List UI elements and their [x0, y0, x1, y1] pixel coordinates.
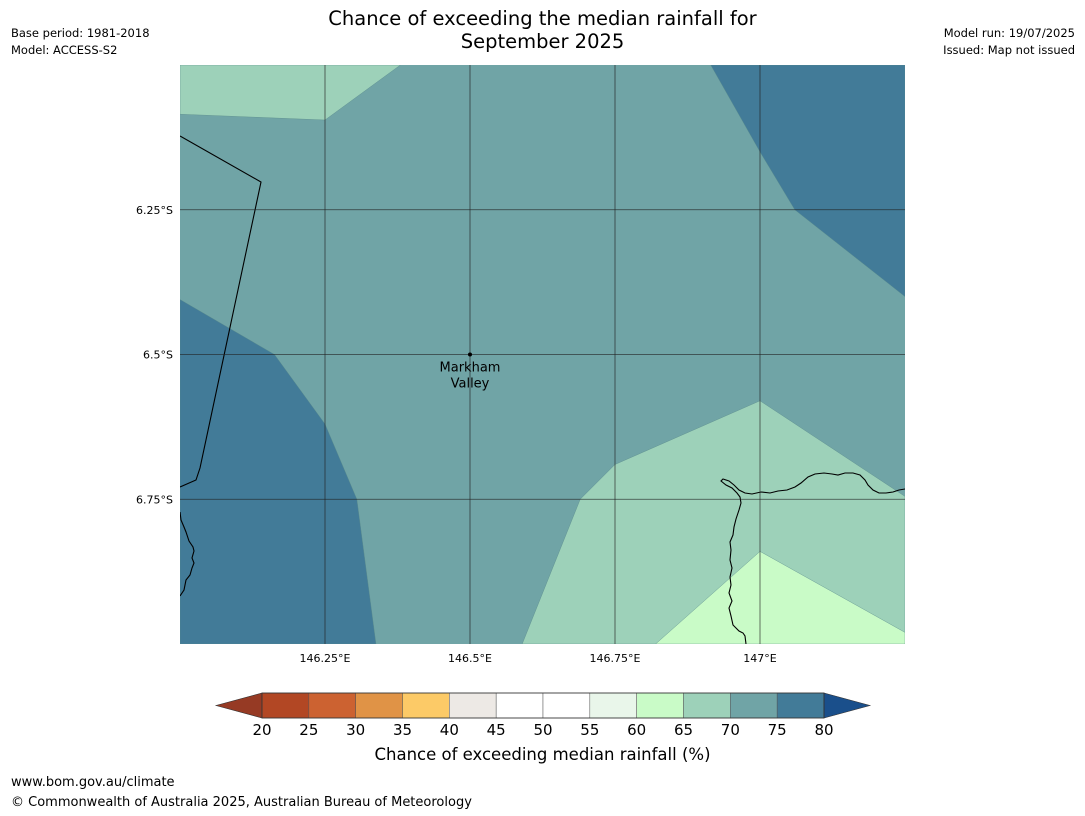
colorbar-cell-30-35 [355, 692, 403, 719]
colorbar-tick-label: 30 [346, 721, 365, 739]
run-info: Model run: 19/07/2025 Issued: Map not is… [943, 25, 1075, 59]
place-label-line-1: Markham [440, 361, 501, 376]
title-line-1: Chance of exceeding the median rainfall … [328, 7, 757, 30]
colorbar-cell-70-75 [730, 692, 778, 719]
title-line-2: September 2025 [460, 30, 625, 53]
colorbar-cell-20-25 [261, 692, 310, 719]
longitude-tick-label: 146.25°E [300, 652, 351, 665]
colorbar-tick-label: 60 [627, 721, 646, 739]
model-run-date: Model run: 19/07/2025 [943, 26, 1075, 40]
colorbar-tick-label: 40 [440, 721, 459, 739]
colorbar-label: Chance of exceeding median rainfall (%) [374, 745, 711, 764]
colorbar-tick-label: 45 [487, 721, 506, 739]
contour-band-60-65 [655, 551, 905, 644]
colorbar-tick-label: 25 [299, 721, 318, 739]
markham-valley-marker [468, 352, 472, 357]
bom-climate-link[interactable]: www.bom.gov.au/climate [11, 775, 175, 790]
colorbar-outline [261, 692, 825, 719]
provincial-boundary [180, 135, 262, 488]
coastline-southeast [720, 472, 905, 644]
model-name: Model: ACCESS-S2 [11, 43, 118, 57]
latitude-tick-label: 6.25°S [136, 204, 173, 217]
latitude-tick-label: 6.75°S [136, 493, 173, 506]
issue-status: Issued: Map not issued [943, 43, 1075, 57]
coastline [180, 135, 905, 644]
contour-band-75-80 [710, 65, 905, 297]
latitude-tick-label: 6.5°S [143, 349, 173, 362]
colorbar-cell-45-50 [495, 692, 544, 719]
colorbar-over-arrow [823, 692, 872, 719]
colorbar-tick-label: 70 [721, 721, 740, 739]
coastline-southwest [180, 511, 195, 597]
longitude-tick-label: 146.75°E [590, 652, 641, 665]
colorbar-cell-65-70 [683, 692, 731, 719]
map-area[interactable]: Markham Valley [180, 65, 905, 644]
colorbar-cell-35-40 [402, 692, 450, 719]
colorbar-cell-40-45 [449, 692, 497, 719]
colorbar-cell-25-30 [308, 692, 356, 719]
map-title: Chance of exceeding the median rainfall … [200, 7, 885, 53]
colorbar-cell-55-60 [589, 692, 637, 719]
model-info: Base period: 1981-2018 Model: ACCESS-S2 [11, 25, 150, 59]
colorbar-tick-label: 80 [814, 721, 833, 739]
longitude-tick-label: 147°E [743, 652, 776, 665]
colorbar-tick-label: 55 [580, 721, 599, 739]
base-period: Base period: 1981-2018 [11, 26, 150, 40]
colorbar-cell-60-65 [636, 692, 684, 719]
copyright-notice: © Commonwealth of Australia 2025, Austra… [11, 795, 472, 810]
colorbar-cell-50-55 [542, 692, 591, 719]
place-label-line-2: Valley [451, 377, 490, 392]
colorbar-tick-label: 75 [768, 721, 787, 739]
colorbar-tick-label: 50 [533, 721, 552, 739]
colorbar-tick-label: 35 [393, 721, 412, 739]
colorbar-tick-label: 65 [674, 721, 693, 739]
longitude-tick-label: 146.5°E [448, 652, 492, 665]
colorbar: 20 25 30 35 40 45 50 55 60 65 70 75 80 [214, 692, 872, 739]
colorbar-under-arrow [214, 692, 263, 719]
colorbar-tick-label: 20 [252, 721, 271, 739]
colorbar-cell-75-80 [776, 692, 825, 719]
